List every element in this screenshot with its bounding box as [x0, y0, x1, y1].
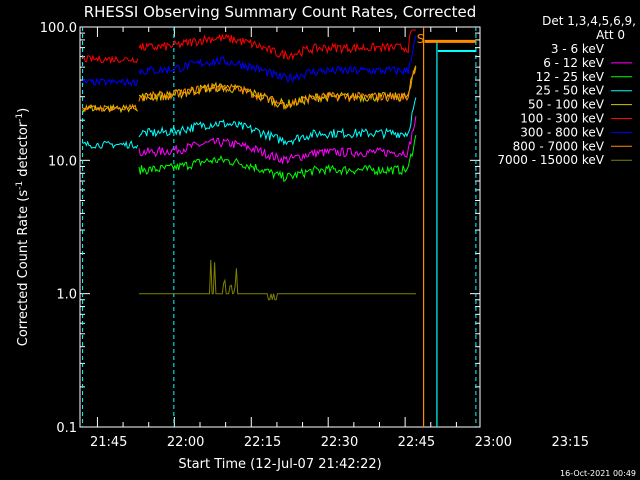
series-line: [138, 65, 417, 111]
legend-title: Det 1,3,4,5,6,9,: [542, 14, 636, 28]
legend-entry-label: 300 - 800 keV: [520, 125, 604, 139]
y-label-text: ): [16, 108, 31, 113]
series-line: [138, 116, 417, 165]
legend-subtitle: Att 0: [596, 28, 625, 42]
legend-entry-label: 25 - 50 keV: [536, 84, 605, 98]
series-line: [138, 97, 417, 146]
series-line: [138, 67, 417, 110]
x-tick-label: 21:45: [90, 435, 127, 450]
series-line: [139, 259, 416, 301]
series-line-early: [82, 103, 139, 113]
y-axis-label: Corrected Count Rate (s-1 detector-1): [15, 108, 31, 346]
x-axis-label: Start Time (12-Jul-07 21:42:22): [178, 457, 381, 472]
chart-title: RHESSI Observing Summary Count Rates, Co…: [84, 3, 477, 21]
y-label-text: Corrected Count Rate (s: [16, 190, 31, 347]
series-line: [138, 134, 417, 182]
series-line: [138, 29, 416, 61]
y-tick-label: 10.0: [48, 154, 77, 169]
y-tick-label: 100.0: [40, 21, 77, 36]
event-label: S: [417, 32, 425, 46]
series-line: [138, 158, 417, 205]
series-line-early: [82, 103, 138, 114]
legend-entry-label: 6 - 12 keV: [543, 56, 605, 70]
y-tick-label: 0.1: [56, 421, 77, 436]
x-tick-label: 22:45: [398, 435, 435, 450]
x-tick-label: 23:15: [552, 435, 589, 450]
legend-entry-label: 800 - 7000 keV: [513, 139, 605, 153]
y-label-superscript: -1: [15, 181, 25, 190]
y-label-text: detector: [16, 121, 31, 181]
footer-timestamp: 16-Oct-2021 00:49: [560, 469, 636, 478]
series-line-early: [82, 54, 139, 65]
x-tick-label: 22:15: [244, 435, 281, 450]
x-tick-label: 22:30: [321, 435, 358, 450]
legend-entry-label: 3 - 6 keV: [551, 42, 605, 56]
x-tick-label: 22:00: [167, 435, 204, 450]
x-tick-label: 23:00: [475, 435, 512, 450]
y-label-superscript: -1: [15, 113, 25, 122]
legend-entry-label: 50 - 100 keV: [528, 98, 605, 112]
plot-frame: [79, 26, 481, 428]
legend-entry-label: 100 - 300 keV: [520, 112, 604, 126]
legend-entry-label: 7000 - 15000 keV: [497, 153, 604, 167]
legend-entry-label: 12 - 25 keV: [536, 70, 605, 84]
series-line: [138, 35, 417, 84]
y-tick-label: 1.0: [56, 288, 77, 303]
series-line-early: [82, 77, 139, 87]
series-line-early: [82, 140, 139, 149]
